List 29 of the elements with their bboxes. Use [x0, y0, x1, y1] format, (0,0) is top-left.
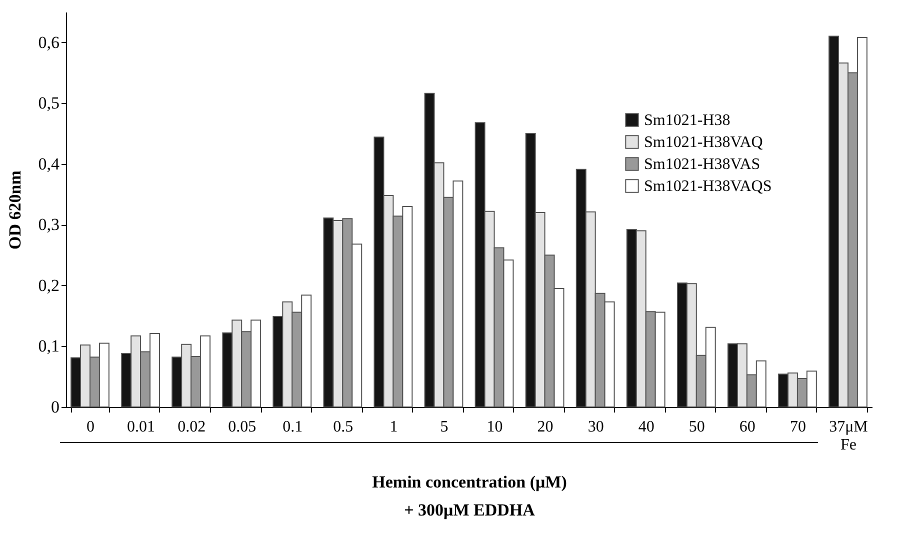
- x-tick-label: 0.5: [333, 418, 354, 436]
- legend-label: Sm1021-H38VAQ: [644, 134, 764, 151]
- x-tick-label: 60: [739, 418, 756, 436]
- x-tick-label: 1: [390, 418, 398, 436]
- y-tick-label: 0,2: [38, 276, 60, 295]
- y-tick-label: 0: [51, 398, 60, 416]
- y-tick-label: 0,6: [38, 32, 60, 52]
- x-tick-label: 50: [688, 418, 705, 436]
- x-tick-label: 30: [588, 418, 604, 436]
- x-tick-label: 0.01: [127, 418, 156, 436]
- x-tick-label: 0.1: [282, 418, 303, 436]
- y-tick-label: 0,5: [38, 94, 60, 113]
- x-tick-label: 70: [790, 418, 806, 436]
- y-tick-label: 0,3: [38, 215, 60, 234]
- y-tick-label: 0,1: [38, 336, 60, 356]
- x-tick-label: 0.02: [178, 418, 206, 436]
- legend-label: Sm1021-H38: [644, 112, 730, 129]
- x-tick-label: 20: [537, 418, 554, 436]
- x-axis-title: Hemin concentration (μM) + 300μM EDDHA: [372, 472, 567, 520]
- legend-label: Sm1021-H38VAQS: [644, 178, 772, 195]
- x-tick-label: 5: [440, 418, 448, 436]
- x-tick-label: 10: [486, 418, 503, 436]
- y-tick-label: 0,4: [38, 154, 60, 174]
- x-tick-label: 37μM Fe: [829, 418, 868, 454]
- x-tick-label: 40: [638, 418, 654, 436]
- y-axis-title: OD 620nm: [5, 170, 24, 250]
- x-tick-label: 0: [86, 418, 95, 436]
- legend-label: Sm1021-H38VAS: [644, 156, 760, 173]
- x-tick-label: 0.05: [228, 418, 256, 436]
